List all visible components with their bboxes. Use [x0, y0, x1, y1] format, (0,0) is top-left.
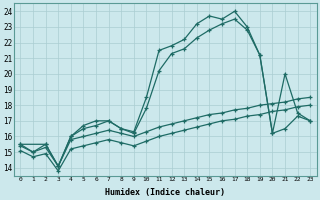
X-axis label: Humidex (Indice chaleur): Humidex (Indice chaleur): [105, 188, 225, 197]
